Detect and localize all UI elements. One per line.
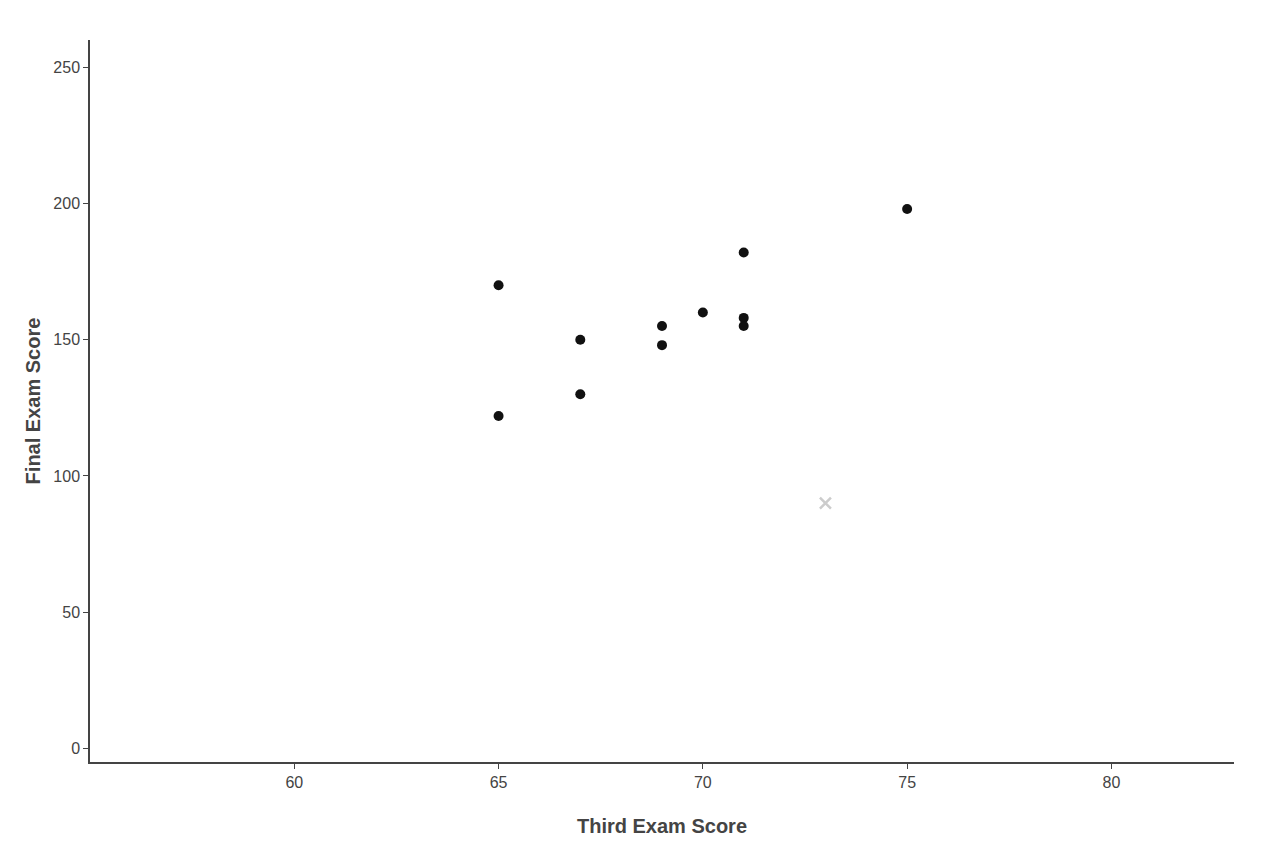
svg-text:60: 60 bbox=[285, 774, 303, 791]
svg-text:100: 100 bbox=[53, 468, 80, 485]
svg-text:250: 250 bbox=[53, 59, 80, 76]
svg-text:Final Exam Score: Final Exam Score bbox=[22, 318, 44, 485]
svg-text:200: 200 bbox=[53, 195, 80, 212]
svg-text:0: 0 bbox=[71, 740, 80, 757]
svg-text:150: 150 bbox=[53, 331, 80, 348]
svg-text:80: 80 bbox=[1103, 774, 1121, 791]
svg-text:50: 50 bbox=[62, 604, 80, 621]
svg-text:70: 70 bbox=[694, 774, 712, 791]
svg-text:65: 65 bbox=[490, 774, 508, 791]
svg-text:Third Exam Score: Third Exam Score bbox=[577, 815, 747, 837]
svg-text:75: 75 bbox=[898, 774, 916, 791]
